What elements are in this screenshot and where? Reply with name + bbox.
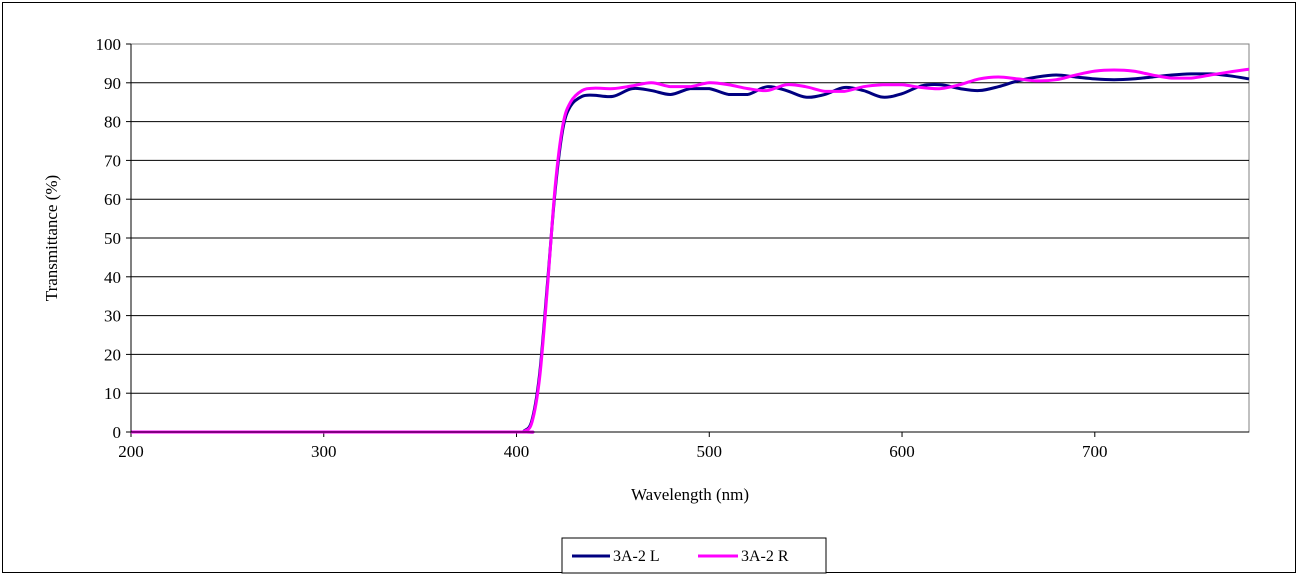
x-tick-label-600: 600 [889,442,915,461]
x-axis-ticks: 200 300 400 500 600 700 [118,432,1108,461]
y-axis-label: Transmittance (%) [42,175,61,301]
x-tick-label-300: 300 [311,442,337,461]
y-tick-label-20: 20 [104,345,121,364]
y-tick-label-30: 30 [104,307,121,326]
x-tick-label-500: 500 [697,442,723,461]
legend-label-3a-2-r: 3A-2 R [741,548,789,565]
x-tick-label-400: 400 [504,442,530,461]
y-tick-label-60: 60 [104,190,121,209]
y-tick-label-80: 80 [104,113,121,132]
legend: 3A-2 L 3A-2 R [561,537,827,574]
y-tick-label-0: 0 [113,423,122,442]
y-tick-label-40: 40 [104,268,121,287]
grid-lines [131,82,1249,394]
series-line-3a-2-r [130,67,1250,434]
y-tick-label-50: 50 [104,229,121,248]
y-tick-label-90: 90 [104,74,121,93]
x-tick-label-200: 200 [118,442,144,461]
x-tick-label-700: 700 [1082,442,1108,461]
y-tick-label-100: 100 [96,35,122,54]
y-tick-label-70: 70 [104,151,121,170]
series-lines [130,67,1250,434]
x-axis-label: Wavelength (nm) [631,485,749,504]
legend-label-3a-2-l: 3A-2 L [613,548,660,565]
y-axis-ticks: 0 10 20 30 40 50 60 70 80 90 100 [96,35,131,442]
y-tick-label-10: 10 [104,384,121,403]
